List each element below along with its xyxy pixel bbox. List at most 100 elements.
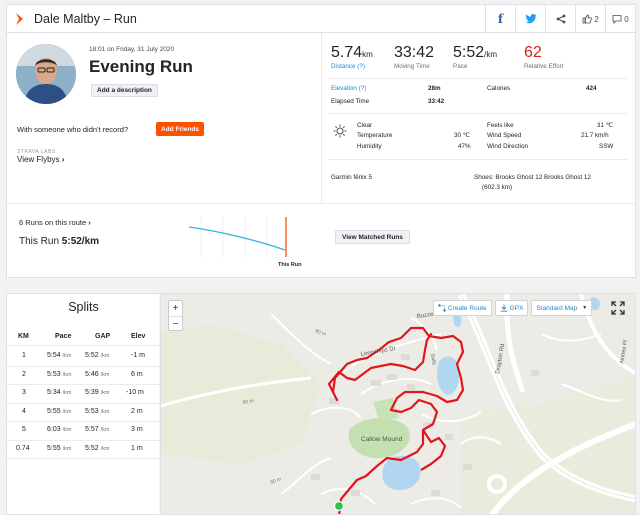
twitter-icon: [525, 14, 536, 24]
stat-relative-effort-label: Relative Effort: [524, 63, 564, 70]
temperature-label: Temperature: [357, 132, 393, 139]
summary-divider: [321, 33, 322, 203]
map-label-80m-3: 80 m: [270, 476, 283, 485]
split-elev: 3 m: [131, 426, 143, 433]
split-row-divider: [7, 384, 160, 385]
view-matched-runs-button[interactable]: View Matched Runs: [335, 230, 410, 244]
split-pace-unit: /km: [62, 427, 72, 433]
split-elev: 6 m: [131, 371, 143, 378]
split-row-divider: [7, 402, 160, 404]
split-gap: 5:39 /km: [85, 389, 109, 396]
twitter-share-button[interactable]: [515, 5, 545, 33]
split-elev: -10 m: [126, 389, 144, 396]
split-pace-unit: /km: [62, 408, 72, 415]
split-elev-value: 6 m: [131, 370, 143, 378]
gpx-label: GPX: [509, 304, 524, 312]
split-pace-value: 5:55: [47, 407, 61, 415]
stat-distance-label[interactable]: Distance (?): [331, 63, 365, 70]
split-gap: 5:52 /km: [85, 445, 109, 452]
fullscreen-icon[interactable]: [611, 301, 625, 315]
split-pace: 5:55 /km: [47, 445, 71, 452]
stat-distance-value: 5.74: [331, 44, 363, 61]
split-km-value: 3: [22, 389, 26, 396]
stat-distance: 5.74km Distance (?): [331, 44, 373, 70]
map-label-80m-1: 80 m: [314, 328, 327, 337]
route-map[interactable]: Buzzer Way Longships Dr Drayton Rd Callo…: [160, 293, 636, 515]
runs-on-route-label: 6 Runs on this route: [19, 218, 87, 227]
add-description-button[interactable]: Add a description: [91, 84, 158, 97]
activity-route[interactable]: [327, 326, 465, 515]
add-friends-button[interactable]: Add Friends: [156, 122, 204, 136]
split-km: 1: [22, 352, 26, 359]
split-km-value: 1: [22, 352, 26, 359]
split-pace: 5:55 /km: [47, 408, 71, 415]
route-start-marker: [333, 500, 345, 512]
gpx-download-button[interactable]: GPX: [494, 300, 529, 316]
facebook-share-button[interactable]: f: [485, 5, 515, 33]
stat-pace-unit: /km: [484, 50, 498, 59]
activity-header-title: Dale Maltby – Run: [34, 11, 137, 26]
facebook-icon: f: [497, 12, 504, 26]
split-km: 2: [22, 371, 26, 378]
map-toolbar: Create Route GPX Standard Map ▼: [433, 300, 593, 316]
this-run-pace-value: 5:52/km: [61, 236, 100, 247]
route-divider: [7, 203, 635, 204]
map-canvas[interactable]: Buzzer Way Longships Dr Drayton Rd Callo…: [161, 294, 636, 515]
elapsed-time-label: Elapsed Time: [331, 98, 370, 105]
create-route-label: Create Route: [448, 304, 487, 312]
create-route-button[interactable]: Create Route: [433, 300, 492, 316]
zoom-out-button[interactable]: −: [169, 316, 182, 331]
athlete-avatar[interactable]: [16, 44, 76, 104]
map-style-dropdown[interactable]: Standard Map ▼: [531, 300, 593, 316]
stat-moving-time-label: Moving Time: [394, 63, 430, 70]
calories-label: Calories: [487, 85, 511, 92]
stat-distance-unit: km: [362, 50, 373, 59]
split-elev-value: -1 m: [131, 352, 145, 359]
split-gap-unit: /km: [100, 371, 110, 378]
split-km-value: 5: [22, 426, 26, 433]
map-label-drayton: Drayton Rd: [495, 343, 506, 374]
split-gap-value: 5:52: [85, 444, 99, 452]
split-pace: 5:54 /km: [47, 352, 71, 359]
strava-labs-label: STRAVA LABS: [17, 149, 56, 155]
comment-button[interactable]: 0: [605, 5, 635, 33]
stat-pace: 5:52/km Pace: [453, 44, 497, 70]
split-row-divider: [7, 458, 160, 459]
split-pace: 5:34 /km: [47, 389, 71, 396]
split-pace-value: 5:54: [47, 352, 61, 359]
sun-icon: [333, 124, 347, 138]
this-run-label: This Run: [19, 236, 60, 247]
feels-like-value: 31 ℃: [597, 122, 613, 129]
split-gap-value: 5:53: [85, 407, 99, 415]
elevation-value: 28m: [428, 85, 441, 92]
split-km: 4: [22, 408, 26, 415]
stats-divider: [328, 78, 628, 79]
map-label-buzzer-way: Buzzer Way: [416, 310, 449, 320]
humidity-value: 47%: [458, 143, 471, 150]
runs-on-route-link[interactable]: 6 Runs on this route ›: [19, 218, 91, 227]
split-elev-value: 2 m: [131, 407, 143, 415]
calories-value: 424: [586, 85, 597, 92]
split-pace-unit: /km: [62, 371, 72, 378]
details-divider: [328, 113, 628, 114]
split-km-value: 0.74: [16, 444, 30, 452]
split-pace-unit: /km: [62, 445, 72, 452]
split-gap: 5:52 /km: [85, 352, 109, 359]
share-button[interactable]: [545, 5, 575, 33]
split-row-divider: [7, 365, 160, 367]
view-flybys-link[interactable]: View Flybys ›: [17, 155, 64, 164]
elevation-label[interactable]: Elevation (?): [331, 85, 367, 92]
zoom-in-button[interactable]: +: [172, 303, 179, 314]
matched-runs-chart: This Run: [188, 217, 302, 268]
split-elev-value: -10 m: [126, 389, 144, 396]
split-gap: 5:53 /km: [85, 408, 109, 415]
map-label-callow-mound: Callow Mound: [361, 436, 403, 443]
split-gap-unit: /km: [100, 445, 110, 452]
weather-condition: Clear: [357, 122, 373, 129]
split-pace-value: 5:34: [47, 389, 61, 396]
split-km: 0.74: [16, 445, 30, 452]
splits-title: Splits: [68, 300, 99, 314]
chevron-right-icon: ›: [88, 218, 91, 227]
wind-direction-value: SSW: [599, 143, 614, 150]
kudos-button[interactable]: 2: [575, 5, 605, 33]
